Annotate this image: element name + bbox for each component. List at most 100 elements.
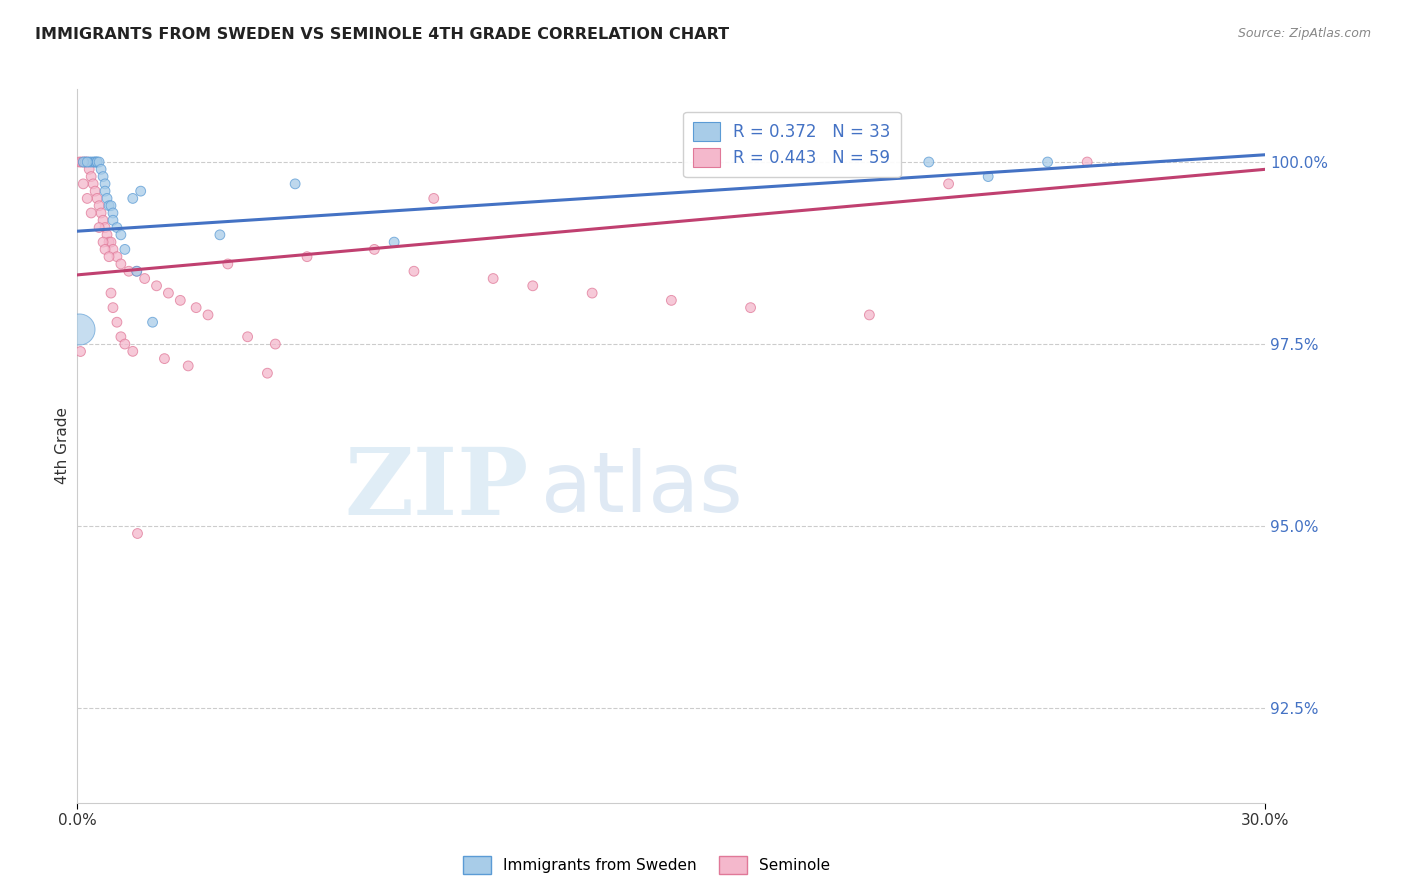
Point	[114, 243, 136, 257]
Point	[80, 169, 103, 184]
Point	[114, 337, 136, 351]
Point	[110, 227, 132, 242]
Point	[100, 286, 122, 301]
Point	[82, 155, 104, 169]
Point	[363, 243, 385, 257]
Point	[125, 264, 148, 278]
Point	[197, 308, 219, 322]
Point	[101, 206, 124, 220]
Point	[125, 264, 148, 278]
Point	[84, 155, 107, 169]
Point	[284, 177, 307, 191]
Point	[522, 278, 544, 293]
Point	[208, 227, 231, 242]
Point	[82, 177, 104, 191]
Point	[105, 315, 128, 329]
Point	[86, 155, 108, 169]
Legend: R = 0.372   N = 33, R = 0.443   N = 59: R = 0.372 N = 33, R = 0.443 N = 59	[683, 112, 901, 177]
Point	[80, 155, 103, 169]
Point	[121, 344, 143, 359]
Point	[76, 155, 98, 169]
Point	[145, 278, 167, 293]
Point	[94, 177, 117, 191]
Point	[256, 366, 278, 380]
Point	[101, 243, 124, 257]
Point	[217, 257, 239, 271]
Point	[938, 177, 960, 191]
Text: atlas: atlas	[541, 449, 742, 529]
Point	[101, 213, 124, 227]
Point	[236, 330, 259, 344]
Point	[75, 155, 97, 169]
Point	[70, 155, 93, 169]
Point	[77, 162, 100, 177]
Point	[661, 293, 683, 308]
Text: ZIP: ZIP	[344, 444, 529, 533]
Point	[402, 264, 425, 278]
Text: Source: ZipAtlas.com: Source: ZipAtlas.com	[1237, 27, 1371, 40]
Point	[98, 250, 121, 264]
Point	[96, 191, 118, 205]
Point	[118, 264, 141, 278]
Point	[72, 177, 94, 191]
Point	[858, 308, 880, 322]
Point	[90, 206, 112, 220]
Point	[125, 526, 148, 541]
Point	[169, 293, 191, 308]
Point	[98, 199, 121, 213]
Point	[77, 155, 100, 169]
Point	[91, 169, 114, 184]
Point	[186, 301, 208, 315]
Point	[110, 330, 132, 344]
Point	[67, 322, 90, 336]
Point	[84, 155, 107, 169]
Point	[264, 337, 287, 351]
Point	[98, 235, 121, 249]
Point	[153, 351, 176, 366]
Point	[94, 243, 117, 257]
Point	[86, 191, 108, 205]
Point	[482, 271, 505, 285]
Point	[76, 155, 98, 169]
Point	[96, 227, 118, 242]
Point	[90, 162, 112, 177]
Point	[740, 301, 762, 315]
Y-axis label: 4th Grade: 4th Grade	[55, 408, 70, 484]
Point	[94, 184, 117, 198]
Point	[105, 250, 128, 264]
Point	[91, 235, 114, 249]
Point	[72, 155, 94, 169]
Point	[918, 155, 941, 169]
Point	[84, 184, 107, 198]
Point	[94, 220, 117, 235]
Point	[76, 191, 98, 205]
Point	[121, 191, 143, 205]
Point	[86, 155, 108, 169]
Point	[91, 213, 114, 227]
Point	[69, 344, 91, 359]
Point	[129, 184, 152, 198]
Point	[1036, 155, 1059, 169]
Point	[295, 250, 318, 264]
Point	[72, 155, 94, 169]
Point	[134, 271, 156, 285]
Point	[87, 199, 110, 213]
Point	[75, 155, 97, 169]
Point	[977, 169, 1000, 184]
Point	[110, 257, 132, 271]
Point	[67, 155, 90, 169]
Point	[87, 155, 110, 169]
Point	[87, 220, 110, 235]
Text: IMMIGRANTS FROM SWEDEN VS SEMINOLE 4TH GRADE CORRELATION CHART: IMMIGRANTS FROM SWEDEN VS SEMINOLE 4TH G…	[35, 27, 730, 42]
Point	[423, 191, 446, 205]
Point	[101, 301, 124, 315]
Point	[105, 220, 128, 235]
Point	[157, 286, 180, 301]
Point	[177, 359, 200, 373]
Legend: Immigrants from Sweden, Seminole: Immigrants from Sweden, Seminole	[457, 850, 837, 880]
Point	[100, 235, 122, 249]
Point	[1076, 155, 1098, 169]
Point	[100, 199, 122, 213]
Point	[382, 235, 405, 249]
Point	[80, 206, 103, 220]
